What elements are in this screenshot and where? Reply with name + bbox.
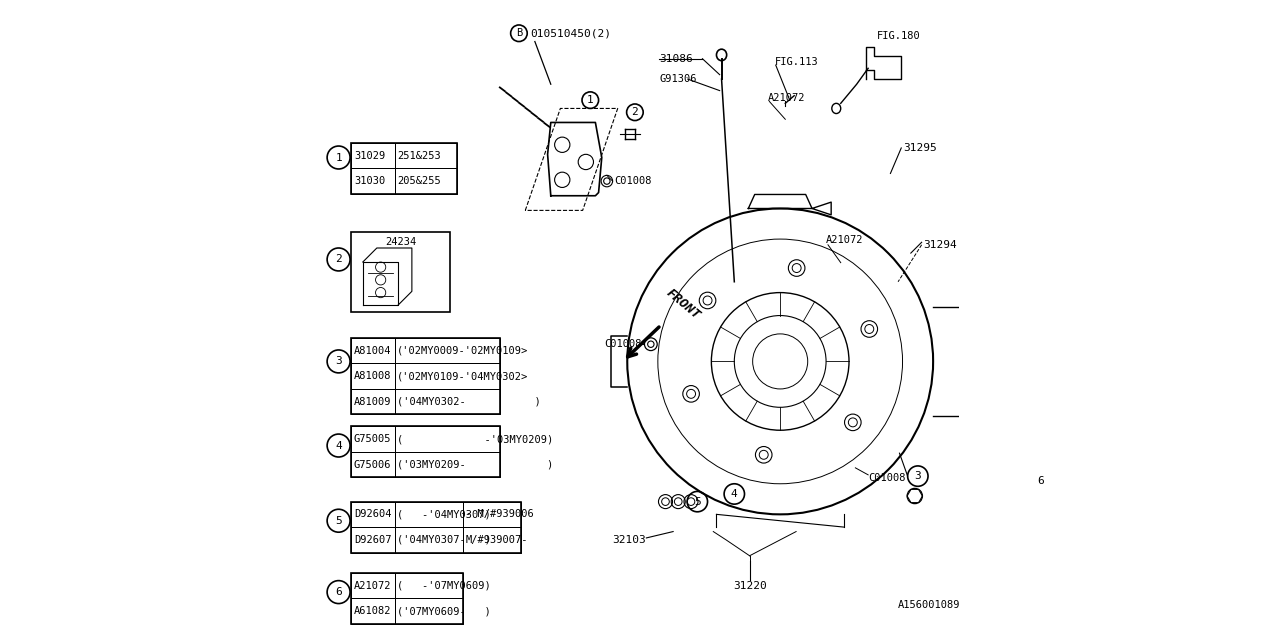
- Bar: [394, 598, 463, 624]
- Text: A156001089: A156001089: [899, 600, 960, 611]
- Text: 5: 5: [335, 516, 342, 525]
- Bar: [351, 502, 521, 552]
- Bar: [351, 143, 394, 168]
- Bar: [351, 452, 394, 477]
- Text: A81008: A81008: [353, 371, 392, 381]
- Text: (   -'04MY0307): ( -'04MY0307): [397, 509, 492, 519]
- Text: 31030: 31030: [353, 176, 385, 186]
- Text: 31220: 31220: [732, 581, 767, 591]
- Text: (             -'03MY0209): ( -'03MY0209): [397, 434, 553, 444]
- Text: G75006: G75006: [353, 460, 392, 470]
- Bar: [351, 143, 457, 194]
- Text: 251&253: 251&253: [397, 150, 442, 161]
- Text: ('03MY0209-             ): ('03MY0209- ): [397, 460, 553, 470]
- Bar: [351, 389, 394, 414]
- Text: 6: 6: [1037, 476, 1043, 486]
- Text: G75005: G75005: [353, 434, 392, 444]
- Bar: [351, 573, 394, 598]
- Text: A61082: A61082: [353, 606, 392, 616]
- Text: C01008: C01008: [614, 176, 652, 186]
- Text: (   -'07MY0609): ( -'07MY0609): [397, 580, 492, 591]
- Text: 6: 6: [335, 587, 342, 597]
- Text: ('02MY0009-'02MY0109>: ('02MY0009-'02MY0109>: [397, 346, 529, 356]
- Text: 4: 4: [335, 440, 342, 451]
- Bar: [351, 426, 499, 477]
- Text: 1: 1: [588, 95, 594, 105]
- Text: M/#939007-: M/#939007-: [466, 535, 527, 545]
- Text: - M/#939006: - M/#939006: [466, 509, 534, 519]
- Text: 4: 4: [731, 489, 737, 499]
- Bar: [351, 502, 394, 527]
- Text: A81009: A81009: [353, 397, 392, 406]
- Bar: [351, 168, 394, 194]
- Bar: [463, 527, 521, 552]
- Bar: [394, 338, 499, 364]
- Bar: [394, 389, 499, 414]
- Text: FIG.113: FIG.113: [776, 57, 819, 67]
- Text: 31295: 31295: [904, 143, 937, 153]
- Text: 3: 3: [914, 471, 922, 481]
- Bar: [394, 426, 499, 452]
- Bar: [394, 452, 499, 477]
- Text: C01008: C01008: [604, 339, 641, 349]
- Bar: [394, 143, 457, 168]
- Text: 1: 1: [335, 152, 342, 163]
- Text: 010510450(2): 010510450(2): [530, 28, 611, 38]
- Text: C01008: C01008: [868, 473, 906, 483]
- Bar: [351, 338, 394, 364]
- Text: 2: 2: [335, 255, 342, 264]
- Bar: [351, 527, 394, 552]
- Bar: [351, 338, 499, 414]
- Text: B: B: [516, 28, 522, 38]
- Bar: [394, 573, 463, 598]
- Text: 31086: 31086: [659, 54, 692, 64]
- Bar: [394, 364, 499, 389]
- Bar: [394, 168, 457, 194]
- Text: ('07MY0609-   ): ('07MY0609- ): [397, 606, 492, 616]
- Text: 24234: 24234: [385, 237, 416, 246]
- Bar: [351, 573, 463, 624]
- Bar: [394, 502, 463, 527]
- Text: 3: 3: [335, 356, 342, 367]
- Text: A21072: A21072: [768, 93, 805, 103]
- Text: D92604: D92604: [353, 509, 392, 519]
- Text: ('04MY0307-   ): ('04MY0307- ): [397, 535, 492, 545]
- Text: ('02MY0109-'04MY0302>: ('02MY0109-'04MY0302>: [397, 371, 529, 381]
- Text: 5: 5: [694, 497, 700, 507]
- Text: 32103: 32103: [613, 535, 646, 545]
- Text: 31294: 31294: [923, 240, 956, 250]
- Text: 31029: 31029: [353, 150, 385, 161]
- Text: D92607: D92607: [353, 535, 392, 545]
- Bar: [351, 364, 394, 389]
- Text: A21072: A21072: [826, 236, 864, 245]
- Text: FRONT: FRONT: [664, 286, 703, 322]
- Text: A21072: A21072: [353, 580, 392, 591]
- Text: 205&255: 205&255: [397, 176, 442, 186]
- Text: 2: 2: [631, 108, 639, 117]
- Bar: [351, 598, 394, 624]
- Bar: [351, 426, 394, 452]
- Text: A81004: A81004: [353, 346, 392, 356]
- Bar: [463, 502, 521, 527]
- Text: ('04MY0302-           ): ('04MY0302- ): [397, 397, 541, 406]
- Text: G91306: G91306: [659, 74, 696, 84]
- Text: FIG.180: FIG.180: [877, 31, 920, 42]
- Bar: [351, 232, 451, 312]
- Bar: [394, 527, 463, 552]
